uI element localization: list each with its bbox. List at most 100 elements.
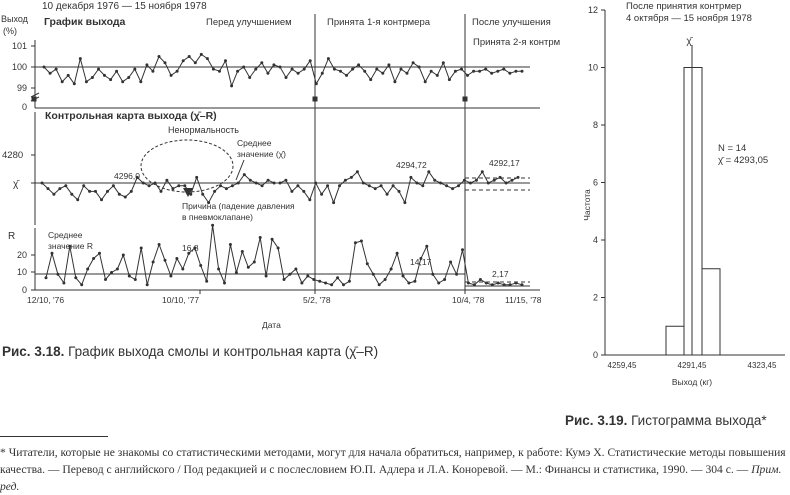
range-point	[121, 253, 125, 257]
yield-point	[411, 61, 415, 65]
range-point	[228, 243, 232, 246]
range-point	[478, 278, 482, 281]
xbar-point	[439, 181, 443, 185]
range-point	[365, 262, 369, 266]
hist-xlabel: Выход (кг)	[672, 377, 712, 387]
hist-y-tick-label: 10	[588, 63, 598, 73]
cause-line-2: в пневмоклапане)	[182, 212, 253, 222]
range-point	[449, 260, 453, 264]
yield-point	[78, 57, 82, 61]
phase-dividers	[31, 14, 468, 290]
range-point	[62, 281, 66, 285]
yield-point	[230, 84, 234, 88]
yield-point	[109, 78, 113, 82]
yield-point	[278, 65, 282, 69]
range-point	[484, 281, 488, 285]
footnote-text: Читатели, которые не знакомы со статисти…	[0, 446, 786, 476]
yield-point	[272, 63, 276, 67]
measure-2-text: Принята 2-я контрмера	[473, 37, 560, 48]
caption-3-18-num: Рис. 3.18.	[2, 344, 65, 359]
xbar-point	[338, 184, 341, 188]
x-tick-2: 10/10, '77	[162, 295, 199, 305]
footnote-rule	[0, 436, 108, 437]
yield-point	[157, 55, 161, 58]
measure-2-label: Принята 2-я контрмера	[473, 37, 560, 48]
range-point	[294, 267, 298, 271]
xbar-point	[189, 192, 193, 196]
yield-point	[478, 69, 482, 73]
range-point	[115, 267, 119, 271]
xbar-point	[230, 184, 234, 188]
yield-point	[242, 65, 246, 69]
xbar-point	[320, 192, 324, 196]
yield-point	[460, 67, 463, 71]
yield-point	[326, 57, 330, 61]
range-tick-0: 0	[22, 285, 27, 295]
yield-point	[393, 80, 397, 84]
xbar-point	[504, 181, 508, 185]
xbar-point	[379, 184, 383, 188]
xbar-point	[296, 184, 300, 188]
yield-point	[218, 69, 221, 73]
range-point	[187, 251, 191, 255]
yield-point	[169, 73, 173, 77]
xbar-point	[510, 178, 514, 182]
hist-y-tick-label: 0	[593, 350, 598, 360]
yield-point	[181, 59, 185, 63]
xbar-point	[498, 175, 502, 179]
xbar-mean-label-2: значение (χ̄)	[237, 149, 286, 159]
range-point	[431, 272, 435, 276]
yield-point	[72, 82, 76, 86]
yield-chart-title: График выхода	[44, 16, 126, 28]
label-16-8: 16,8	[182, 243, 199, 253]
range-point	[437, 281, 441, 285]
xbar-point	[76, 198, 80, 202]
range-point	[246, 265, 250, 269]
yield-point	[205, 57, 209, 61]
range-point	[276, 246, 280, 250]
yield-point	[296, 71, 300, 75]
label-4292: 4292,17	[489, 158, 520, 168]
xbar-point	[468, 181, 472, 185]
range-point	[461, 248, 464, 252]
hist-n-label: N = 14	[718, 143, 746, 154]
xbar-point	[64, 184, 68, 188]
yield-point	[514, 69, 518, 73]
xbar-point	[486, 181, 490, 185]
xbar-point	[308, 198, 312, 202]
xbar-point	[445, 184, 449, 188]
xbar-point	[88, 189, 92, 193]
xbar-point	[373, 187, 377, 191]
range-point	[68, 244, 72, 248]
xbar-point	[349, 175, 353, 179]
yield-point	[405, 71, 409, 75]
xbar-mean-label-1: Среднее	[237, 138, 272, 148]
xbar-point	[492, 178, 496, 182]
range-point	[359, 239, 363, 243]
xbar-point	[129, 189, 133, 193]
label-4294: 4294,72	[396, 160, 427, 170]
xbar-point	[415, 181, 419, 185]
range-point	[175, 257, 179, 260]
range-point	[145, 283, 149, 287]
range-point	[234, 271, 238, 274]
range-point	[490, 283, 494, 287]
range-point	[181, 267, 185, 271]
yield-point	[496, 69, 500, 73]
range-point	[443, 278, 447, 281]
yield-tick-0: 0	[22, 102, 27, 112]
hist-y-tick-label: 4	[593, 235, 598, 245]
hist-bar	[683, 67, 703, 356]
hist-x-tick-2: 4291,45	[678, 361, 707, 370]
range-point	[472, 283, 476, 287]
yield-point	[42, 65, 46, 69]
caption-3-19: Рис. 3.19. Гистограмма выхода*	[565, 413, 767, 428]
yield-point	[266, 71, 270, 75]
xbar-point	[58, 187, 62, 191]
range-point	[80, 283, 84, 287]
xbar-point	[213, 189, 217, 193]
yield-point	[236, 69, 240, 73]
xbar-point	[195, 175, 199, 179]
xbar-point	[171, 187, 175, 191]
range-point	[139, 246, 143, 250]
